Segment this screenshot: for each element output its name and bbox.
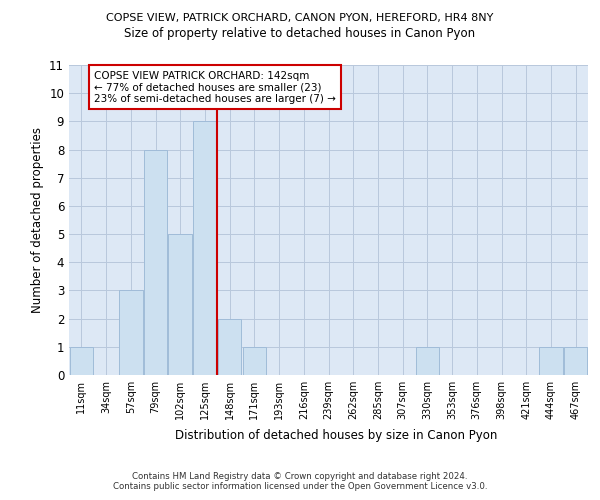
Text: Contains public sector information licensed under the Open Government Licence v3: Contains public sector information licen…	[113, 482, 487, 491]
Text: COPSE VIEW, PATRICK ORCHARD, CANON PYON, HEREFORD, HR4 8NY: COPSE VIEW, PATRICK ORCHARD, CANON PYON,…	[106, 12, 494, 22]
Bar	[70, 347, 93, 375]
Bar	[193, 122, 217, 375]
Text: Contains HM Land Registry data © Crown copyright and database right 2024.: Contains HM Land Registry data © Crown c…	[132, 472, 468, 481]
Text: Size of property relative to detached houses in Canon Pyon: Size of property relative to detached ho…	[124, 28, 476, 40]
Bar	[539, 347, 563, 375]
Bar	[242, 347, 266, 375]
Text: Distribution of detached houses by size in Canon Pyon: Distribution of detached houses by size …	[175, 430, 497, 442]
Bar	[119, 290, 143, 375]
Bar	[144, 150, 167, 375]
Bar	[218, 318, 241, 375]
Bar	[564, 347, 587, 375]
Y-axis label: Number of detached properties: Number of detached properties	[31, 127, 44, 313]
Text: COPSE VIEW PATRICK ORCHARD: 142sqm
← 77% of detached houses are smaller (23)
23%: COPSE VIEW PATRICK ORCHARD: 142sqm ← 77%…	[94, 70, 335, 104]
Bar	[416, 347, 439, 375]
Bar	[169, 234, 192, 375]
